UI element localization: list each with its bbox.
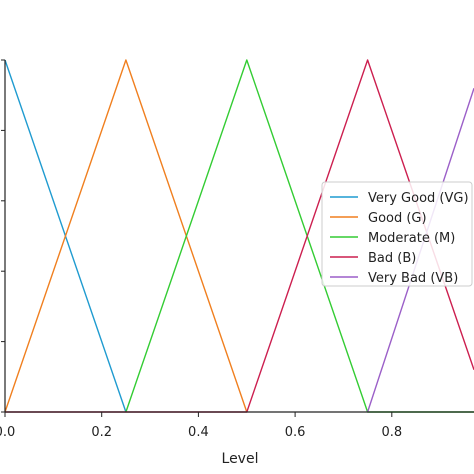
x-tick-label-4: 0.8	[381, 425, 402, 440]
series-line-1	[4, 59, 248, 413]
x-axis-label: Level	[222, 451, 259, 467]
legend-frame	[321, 181, 473, 287]
x-ticks: 0.0 0.2 0.4 0.6 0.8	[0, 412, 402, 440]
x-tick-label-3: 0.6	[285, 425, 306, 440]
legend: Very Good (VG) Good (G) Moderate (M) Bad (B…	[321, 181, 473, 287]
y-ticks	[1, 59, 5, 413]
legend-label-1: Good (G)	[368, 211, 427, 226]
legend-label-4: Very Bad (VB)	[368, 271, 458, 286]
legend-label-3: Bad (B)	[368, 251, 416, 266]
x-tick-label-0: 0.0	[0, 425, 15, 440]
legend-label-0: Very Good (VG)	[368, 191, 469, 206]
legend-label-2: Moderate (M)	[368, 231, 455, 246]
legend-entries: Very Good (VG) Good (G) Moderate (M) Bad (B…	[330, 191, 469, 286]
x-tick-label-2: 0.4	[188, 425, 209, 440]
x-tick-label-1: 0.2	[91, 425, 112, 440]
